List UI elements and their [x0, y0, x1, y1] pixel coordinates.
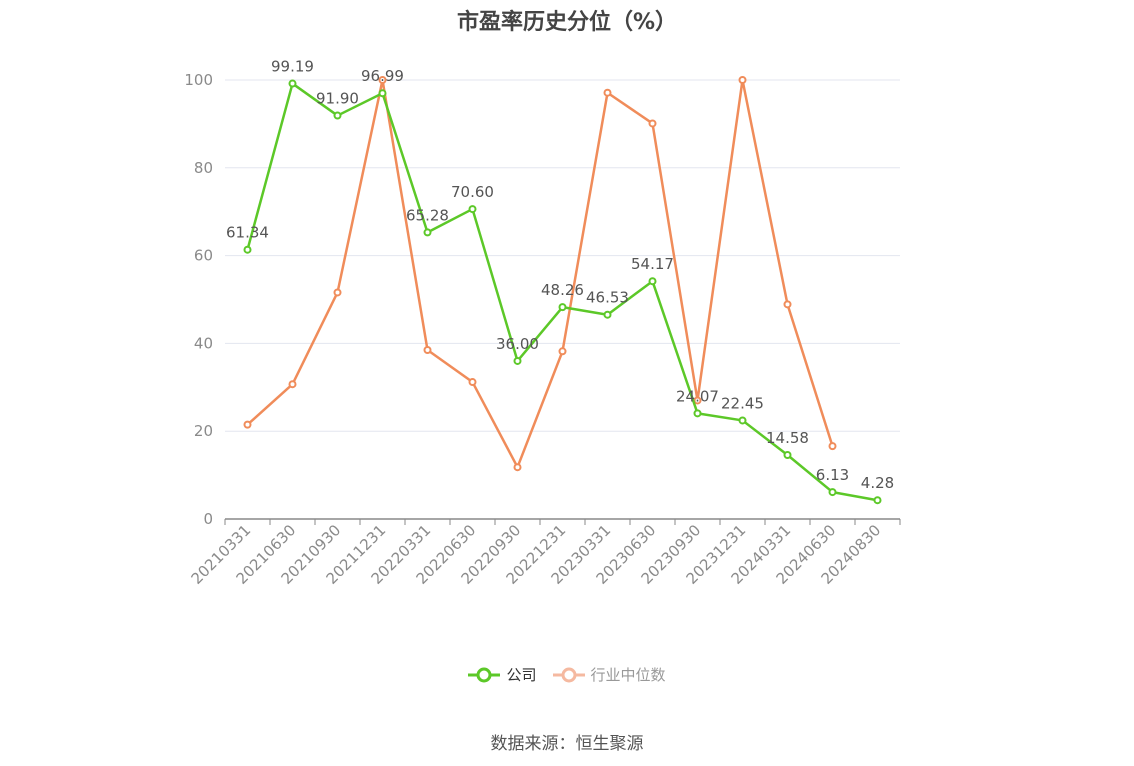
data-point-industry	[243, 420, 252, 429]
legend-industry-marker-icon	[552, 667, 585, 682]
data-label-company: 65.28	[406, 206, 449, 224]
data-label-company: 6.13	[816, 466, 849, 484]
data-point-industry	[378, 76, 387, 84]
data-point-industry	[558, 347, 567, 356]
data-point-company	[648, 277, 657, 286]
y-tick-label: 40	[194, 334, 213, 352]
data-point-company	[333, 111, 342, 120]
series-lines	[243, 76, 882, 505]
data-point-industry	[738, 76, 747, 84]
data-point-industry	[783, 300, 792, 309]
data-point-company	[468, 205, 477, 214]
axes: 0204060801002021033120210630202109302021…	[184, 71, 901, 588]
data-label-company: 46.53	[586, 289, 629, 307]
data-point-company	[603, 310, 612, 319]
series-line-industry	[246, 78, 834, 469]
data-point-industry	[603, 88, 612, 97]
data-label-company: 54.17	[631, 255, 674, 273]
data-point-company	[828, 488, 837, 497]
data-label-company: 36.00	[496, 335, 539, 353]
legend-item-company[interactable]: 公司	[468, 664, 537, 685]
data-point-industry	[693, 396, 702, 405]
data-point-industry	[828, 442, 837, 451]
data-label-company: 61.34	[226, 224, 269, 242]
data-source: 数据来源：恒生聚源	[490, 734, 644, 754]
data-point-company	[738, 416, 747, 425]
data-point-industry	[288, 380, 297, 389]
data-point-industry	[333, 288, 342, 297]
legend-label-industry: 行业中位数	[590, 666, 666, 684]
data-label-company: 14.58	[766, 429, 809, 447]
data-point-industry	[423, 345, 432, 354]
data-label-company: 48.26	[541, 281, 584, 299]
data-label-company: 4.28	[861, 474, 894, 492]
data-point-industry	[648, 119, 657, 128]
y-tick-label: 100	[184, 71, 213, 89]
y-tick-label: 0	[203, 510, 213, 528]
data-point-company	[693, 409, 702, 418]
data-point-company	[873, 496, 882, 505]
y-tick-label: 60	[194, 247, 213, 265]
chart-title: 市盈率历史分位（%）	[456, 10, 678, 35]
legend: 公司 行业中位数	[0, 664, 1134, 685]
data-point-industry	[513, 463, 522, 472]
legend-item-industry[interactable]: 行业中位数	[552, 664, 666, 685]
grid-lines	[225, 79, 900, 432]
data-point-company	[558, 303, 567, 312]
data-label-company: 24.07	[676, 387, 719, 405]
data-point-company	[288, 79, 297, 88]
data-label-company: 96.99	[361, 67, 404, 85]
data-point-company	[243, 245, 252, 254]
data-label-company: 91.90	[316, 90, 359, 108]
data-point-company	[378, 89, 387, 98]
y-tick-label: 80	[194, 159, 213, 177]
data-label-company: 70.60	[451, 183, 494, 201]
data-point-company	[513, 356, 522, 365]
data-point-industry	[468, 378, 477, 387]
legend-label-company: 公司	[506, 666, 537, 684]
y-tick-label: 20	[194, 422, 213, 440]
data-label-company: 22.45	[721, 394, 764, 412]
data-point-company	[423, 228, 432, 237]
legend-company-marker-icon	[468, 667, 501, 682]
data-point-company	[783, 450, 792, 459]
data-label-company: 99.19	[271, 58, 314, 76]
